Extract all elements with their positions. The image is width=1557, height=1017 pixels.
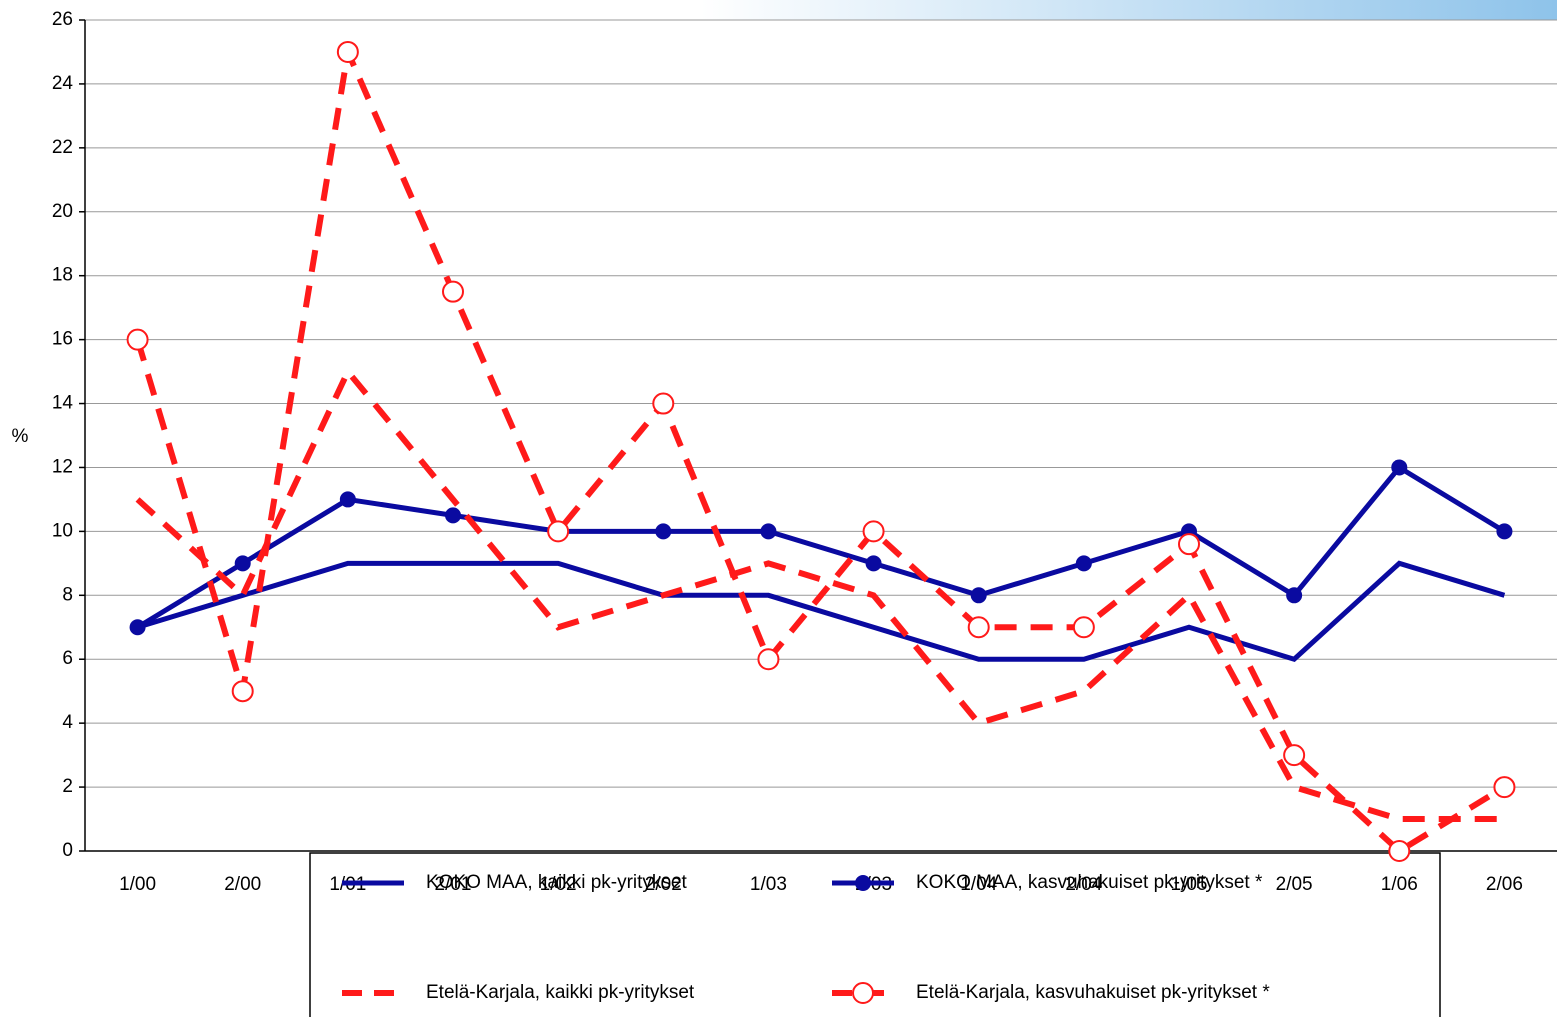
y-tick-label: 2 — [62, 776, 73, 797]
x-tick-label: 2/00 — [224, 874, 261, 895]
plot-area — [85, 20, 1557, 851]
marker — [967, 616, 990, 639]
marker — [1286, 587, 1303, 604]
marker — [1075, 555, 1092, 572]
marker — [1072, 616, 1095, 639]
marker — [1493, 776, 1516, 799]
y-tick-label: 8 — [62, 584, 73, 605]
marker — [862, 520, 885, 543]
x-tick-label: 1/02 — [540, 874, 577, 895]
y-tick-label: 10 — [52, 520, 73, 541]
y-axis-label: % — [12, 426, 29, 447]
x-tick-label: 2/01 — [435, 874, 472, 895]
y-tick-label: 6 — [62, 648, 73, 669]
marker — [129, 619, 146, 636]
marker — [126, 328, 149, 351]
x-tick-label: 1/00 — [119, 874, 156, 895]
legend — [309, 852, 1441, 1017]
background — [0, 0, 1557, 20]
marker — [1496, 523, 1513, 540]
marker — [852, 982, 874, 1004]
marker — [757, 648, 780, 671]
y-tick-label: 4 — [62, 712, 73, 733]
marker — [1283, 744, 1306, 767]
series-line — [134, 41, 1506, 855]
x-tick-label: 1/04 — [960, 874, 997, 895]
x-tick-label: 1/03 — [750, 874, 787, 895]
marker — [855, 875, 871, 891]
y-tick-label: 14 — [52, 393, 74, 414]
marker — [655, 523, 672, 540]
y-tick-label: 22 — [52, 137, 73, 158]
legend-label: Etelä-Karjala, kaikki pk-yritykset — [426, 982, 695, 1003]
marker — [442, 280, 464, 303]
series-line — [136, 560, 1506, 663]
x-tick-label: 2/05 — [1276, 874, 1313, 895]
legend-label: KOKO MAA, kasvuhakuiset pk-yritykset * — [916, 872, 1263, 893]
marker — [234, 555, 251, 572]
x-tick-label: 1/06 — [1381, 874, 1418, 895]
marker — [865, 555, 882, 572]
legend-label: Etelä-Karjala, kasvuhakuiset pk-yritykse… — [916, 982, 1270, 1003]
y-tick-label: 18 — [52, 265, 73, 286]
marker — [760, 523, 777, 540]
y-tick-label: 0 — [62, 840, 73, 861]
x-tick-label: 2/06 — [1486, 874, 1523, 895]
y-tick-label: 12 — [52, 456, 73, 477]
marker — [547, 520, 570, 543]
series-line — [136, 464, 1506, 630]
marker — [231, 680, 254, 703]
y-tick-label: 24 — [52, 73, 74, 94]
x-tick-label: 2/02 — [645, 874, 682, 895]
marker — [970, 587, 987, 604]
marker — [445, 507, 461, 524]
marker — [339, 491, 356, 508]
y-tick-label: 20 — [52, 201, 73, 222]
x-tick-label: 2/04 — [1065, 874, 1102, 895]
x-tick-label: 1/05 — [1171, 874, 1208, 895]
marker — [1391, 459, 1408, 476]
y-tick-label: 16 — [52, 329, 73, 350]
y-tick-label: 26 — [52, 9, 73, 30]
marker — [1388, 840, 1411, 862]
marker — [1178, 533, 1200, 556]
legend-label: KOKO MAA, kaikki pk-yritykset — [426, 872, 687, 893]
series-line — [135, 366, 1505, 823]
marker — [652, 392, 675, 415]
marker — [336, 40, 359, 63]
